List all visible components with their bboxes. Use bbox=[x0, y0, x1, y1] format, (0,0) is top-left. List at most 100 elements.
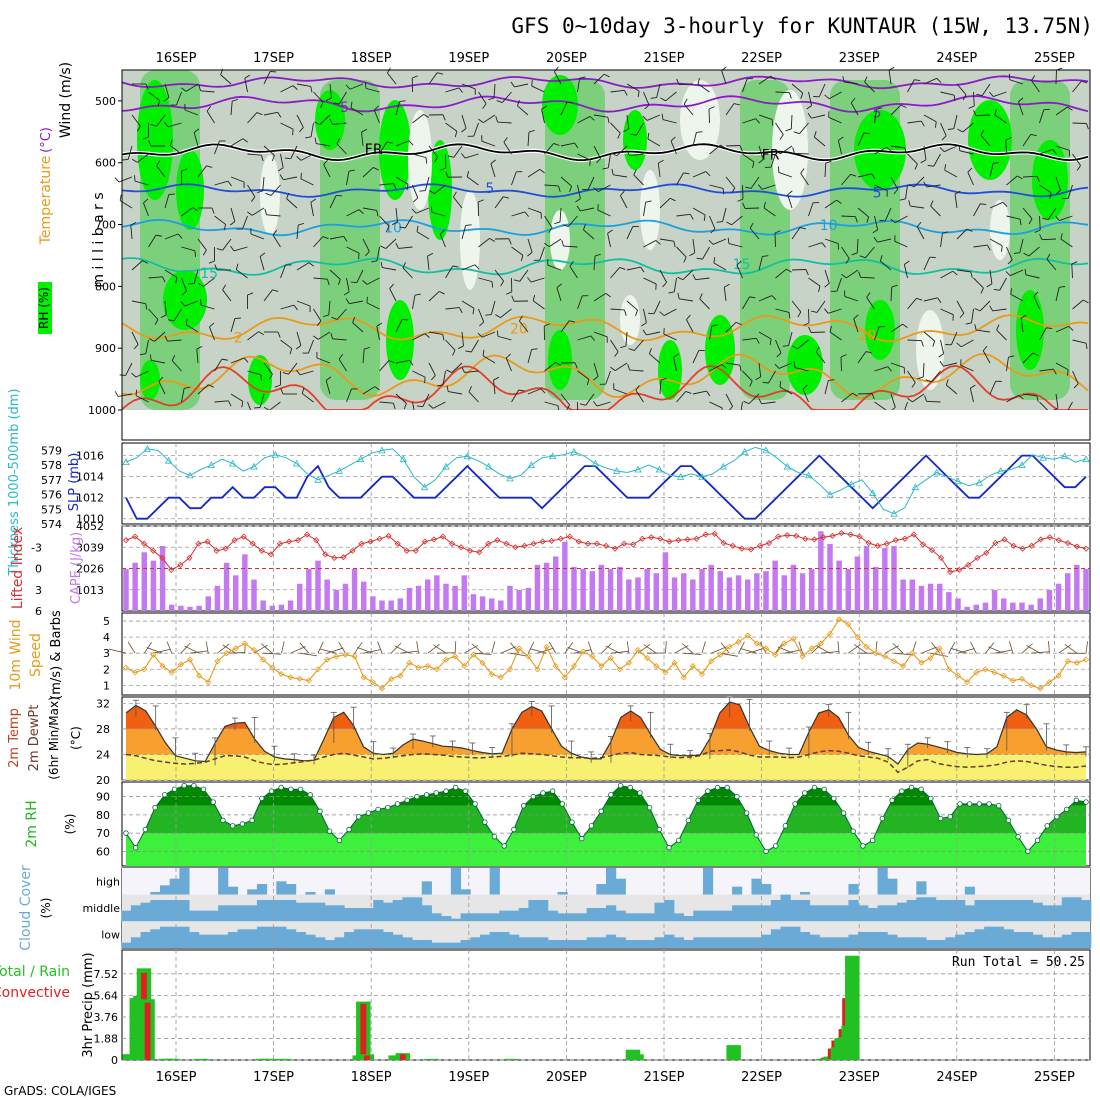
wind-barb-flag bbox=[686, 314, 691, 320]
cloud-cell bbox=[421, 905, 432, 922]
wind10m-barb bbox=[263, 652, 282, 655]
wind-barb bbox=[923, 77, 937, 85]
wind-barb-flag bbox=[1073, 383, 1079, 389]
precip-frame bbox=[121, 949, 1091, 1061]
wind-barb bbox=[428, 291, 440, 302]
rh-marker bbox=[676, 837, 682, 844]
wind10m-barb bbox=[491, 641, 496, 654]
wind-barb bbox=[280, 304, 295, 310]
wind-barb-flag bbox=[731, 187, 736, 194]
wind-barb bbox=[453, 196, 463, 209]
cloud-cell bbox=[770, 900, 782, 922]
wind-barb-flag bbox=[911, 382, 916, 388]
rh-marker bbox=[588, 823, 595, 829]
wind-barb bbox=[280, 153, 284, 168]
cloud-cell bbox=[877, 932, 888, 948]
wind-barb-flag bbox=[254, 407, 261, 409]
cloud-cell bbox=[732, 937, 743, 948]
cloud-cell bbox=[606, 868, 617, 895]
wind-barb bbox=[490, 163, 496, 178]
wind-barb-flag bbox=[970, 271, 973, 278]
cloud-cell bbox=[334, 905, 345, 922]
wind-barb-flag bbox=[259, 252, 266, 257]
wind-barb-flag bbox=[902, 323, 908, 328]
wind-barb-flag bbox=[1024, 268, 1027, 275]
wind-barb bbox=[272, 234, 281, 248]
wind-barb bbox=[286, 198, 298, 209]
rh-marker bbox=[666, 845, 672, 851]
wind-barb-flag bbox=[505, 353, 511, 359]
wind-barb-flag bbox=[871, 173, 876, 180]
wind-barb bbox=[319, 114, 331, 125]
wind-barb bbox=[890, 145, 905, 149]
wind-barb-flag bbox=[136, 125, 141, 132]
wind-barb bbox=[999, 277, 1007, 291]
wind-barb bbox=[127, 145, 133, 160]
wind-barb-flag bbox=[488, 97, 495, 101]
wind-barb-flag bbox=[388, 360, 395, 364]
wind-barb bbox=[493, 83, 496, 98]
wind-barb bbox=[923, 114, 937, 123]
cloud-cell bbox=[421, 940, 432, 948]
li-marker bbox=[322, 551, 329, 558]
wind-barb bbox=[519, 320, 529, 333]
rh-marker bbox=[656, 826, 663, 833]
cape-bar bbox=[680, 573, 687, 611]
temp-tick-label: 28 bbox=[96, 723, 110, 736]
cape-bar bbox=[351, 569, 358, 611]
wind-barb bbox=[585, 393, 595, 406]
wind-barb-flag bbox=[437, 72, 444, 75]
cloud-cell bbox=[770, 929, 782, 948]
wind-barb bbox=[134, 180, 149, 186]
cloud-cell bbox=[528, 937, 539, 948]
wind-barb bbox=[692, 132, 697, 147]
wind-barb-flag bbox=[310, 198, 317, 203]
wind-barb bbox=[895, 215, 908, 224]
wind-barb bbox=[989, 201, 1003, 209]
rh-marker bbox=[617, 782, 624, 789]
wind-barb-flag bbox=[737, 198, 744, 202]
wind-barb bbox=[758, 331, 772, 340]
wind-barb-flag bbox=[708, 239, 714, 245]
wind-barb bbox=[445, 87, 460, 93]
cloud-cell bbox=[906, 937, 917, 948]
wind-barb bbox=[148, 91, 160, 101]
wind-barb bbox=[434, 184, 446, 194]
wind-barb-flag bbox=[256, 190, 263, 194]
wind-barb-flag bbox=[792, 147, 795, 154]
wind-barb-flag bbox=[705, 171, 711, 177]
wind-barb-flag bbox=[703, 214, 706, 221]
wind-barb-flag bbox=[850, 97, 856, 104]
wind-barb-flag bbox=[1059, 286, 1066, 288]
contour-label: FR bbox=[365, 142, 383, 158]
li-marker bbox=[131, 533, 139, 540]
temp-line bbox=[125, 701, 1087, 765]
wind-barb-flag bbox=[198, 84, 201, 91]
cloud-cell bbox=[179, 868, 190, 895]
wind10m-barb bbox=[610, 650, 629, 654]
rh-marker bbox=[976, 801, 983, 807]
cloud-cell bbox=[945, 900, 956, 922]
wind-barb-flag bbox=[554, 221, 561, 225]
cloud-cell bbox=[286, 900, 297, 922]
li-marker bbox=[1046, 534, 1053, 541]
wind-barb bbox=[758, 75, 771, 85]
wind-barb-flag bbox=[196, 345, 203, 350]
wind-barb bbox=[346, 277, 350, 292]
wind-barb bbox=[659, 197, 671, 209]
wind-barb bbox=[125, 362, 133, 376]
cloud-cell bbox=[528, 900, 539, 922]
rh-marker bbox=[996, 803, 1002, 809]
wind-barb bbox=[731, 215, 743, 226]
cloud-cell bbox=[964, 932, 975, 948]
wind-barb bbox=[233, 246, 248, 252]
wind-barb bbox=[468, 391, 479, 403]
cloud-cell bbox=[586, 908, 597, 922]
wind-tick-label: 4 bbox=[103, 631, 110, 644]
cloud-cell bbox=[1061, 934, 1072, 948]
wind-barb bbox=[280, 85, 294, 93]
wind-barb bbox=[527, 388, 542, 395]
rh-marker bbox=[491, 834, 498, 840]
wind-barb bbox=[615, 362, 628, 372]
cape-tick-label: 4052 bbox=[76, 520, 104, 533]
